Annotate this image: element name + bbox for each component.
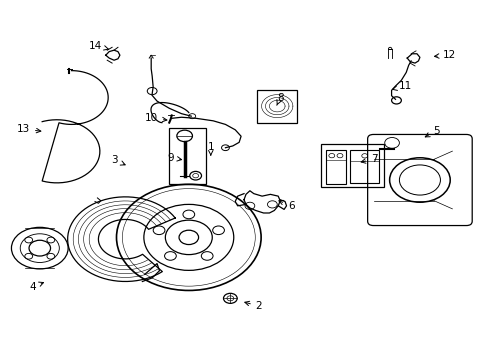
Text: 12: 12 — [435, 50, 456, 60]
Text: 6: 6 — [279, 201, 294, 211]
Text: 4: 4 — [29, 282, 44, 292]
Bar — [257, 90, 297, 123]
Text: 7: 7 — [361, 154, 378, 164]
Bar — [169, 128, 206, 184]
Text: 1: 1 — [207, 141, 214, 155]
Text: 10: 10 — [145, 113, 167, 123]
Text: 8: 8 — [277, 93, 284, 105]
Text: 3: 3 — [111, 155, 125, 165]
Bar — [321, 144, 384, 187]
Text: 5: 5 — [425, 126, 440, 137]
Text: 13: 13 — [17, 124, 41, 134]
Text: 2: 2 — [245, 301, 262, 311]
Text: 14: 14 — [89, 41, 108, 50]
Text: 9: 9 — [168, 153, 182, 163]
Text: 11: 11 — [392, 81, 412, 91]
